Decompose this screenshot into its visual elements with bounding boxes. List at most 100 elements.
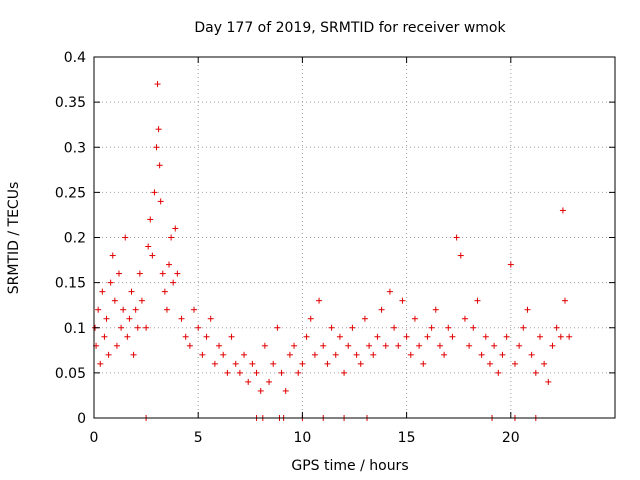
data-point xyxy=(378,306,385,313)
data-point xyxy=(445,324,452,331)
data-point xyxy=(113,342,120,349)
data-point xyxy=(138,297,145,304)
data-point xyxy=(97,360,104,367)
data-point xyxy=(299,360,306,367)
data-point xyxy=(199,351,206,358)
data-point xyxy=(266,378,273,385)
data-point xyxy=(186,342,193,349)
data-point xyxy=(507,261,514,268)
data-point xyxy=(278,369,285,376)
data-point xyxy=(151,189,158,196)
data-point xyxy=(432,306,439,313)
data-point xyxy=(482,333,489,340)
data-point xyxy=(172,225,179,232)
data-point xyxy=(286,351,293,358)
data-point xyxy=(391,324,398,331)
x-tick-label: 5 xyxy=(194,430,203,446)
data-point xyxy=(249,360,256,367)
y-tick-label: 0.3 xyxy=(64,140,86,156)
data-point xyxy=(320,342,327,349)
data-point xyxy=(449,333,456,340)
data-point xyxy=(166,261,173,268)
data-point xyxy=(311,351,318,358)
data-point xyxy=(153,144,160,151)
data-point xyxy=(399,297,406,304)
data-point xyxy=(453,234,460,241)
y-tick-label: 0.25 xyxy=(55,185,86,201)
data-point xyxy=(170,279,177,286)
data-point xyxy=(395,342,402,349)
data-point xyxy=(495,369,502,376)
data-points xyxy=(92,81,573,421)
data-point xyxy=(103,315,110,322)
data-point xyxy=(95,306,102,313)
data-point xyxy=(136,270,143,277)
data-point xyxy=(143,324,150,331)
data-point xyxy=(349,324,356,331)
y-tick-label: 0.15 xyxy=(55,276,86,292)
data-point xyxy=(124,333,131,340)
y-tick-label: 0 xyxy=(77,411,86,427)
data-point xyxy=(549,342,556,349)
data-point xyxy=(101,333,108,340)
data-point xyxy=(122,234,129,241)
data-point xyxy=(236,369,243,376)
y-tick-label: 0.2 xyxy=(64,231,86,247)
data-point xyxy=(257,387,264,394)
data-point xyxy=(382,342,389,349)
data-point xyxy=(424,333,431,340)
data-point xyxy=(520,324,527,331)
data-point xyxy=(207,315,214,322)
data-point xyxy=(328,324,335,331)
data-point xyxy=(147,216,154,223)
data-point xyxy=(291,342,298,349)
data-point xyxy=(491,342,498,349)
data-point xyxy=(566,333,573,340)
data-point xyxy=(220,351,227,358)
data-point xyxy=(411,315,418,322)
data-point xyxy=(511,360,518,367)
data-point xyxy=(499,351,506,358)
x-axis-label: GPS time / hours xyxy=(291,458,408,474)
data-point xyxy=(168,234,175,241)
data-point xyxy=(361,315,368,322)
data-point xyxy=(541,360,548,367)
data-point xyxy=(403,333,410,340)
data-point xyxy=(353,351,360,358)
data-point xyxy=(241,351,248,358)
data-point xyxy=(157,198,164,205)
x-tick-label: 10 xyxy=(293,430,311,446)
data-point xyxy=(163,306,170,313)
data-point xyxy=(478,351,485,358)
data-point xyxy=(270,360,277,367)
data-point xyxy=(224,369,231,376)
data-point xyxy=(274,324,281,331)
data-point xyxy=(282,387,289,394)
data-point xyxy=(126,315,133,322)
data-point xyxy=(178,315,185,322)
y-axis-label: SRMTID / TECUs xyxy=(6,182,22,295)
x-tick-label: 20 xyxy=(502,430,520,446)
data-point xyxy=(420,360,427,367)
data-point xyxy=(545,378,552,385)
data-point xyxy=(116,270,123,277)
data-point xyxy=(561,297,568,304)
chart-title: Day 177 of 2019, SRMTID for receiver wmo… xyxy=(194,20,506,36)
data-point xyxy=(332,351,339,358)
data-point xyxy=(503,333,510,340)
y-tick-label: 0.1 xyxy=(64,321,86,337)
data-point xyxy=(528,351,535,358)
data-point xyxy=(357,360,364,367)
data-point xyxy=(461,315,468,322)
data-point xyxy=(316,297,323,304)
data-point xyxy=(155,126,162,133)
data-point xyxy=(191,306,198,313)
data-point xyxy=(436,342,443,349)
data-point xyxy=(195,324,202,331)
data-point xyxy=(154,81,161,88)
data-point xyxy=(559,207,566,214)
data-point xyxy=(441,351,448,358)
data-point xyxy=(132,306,139,313)
